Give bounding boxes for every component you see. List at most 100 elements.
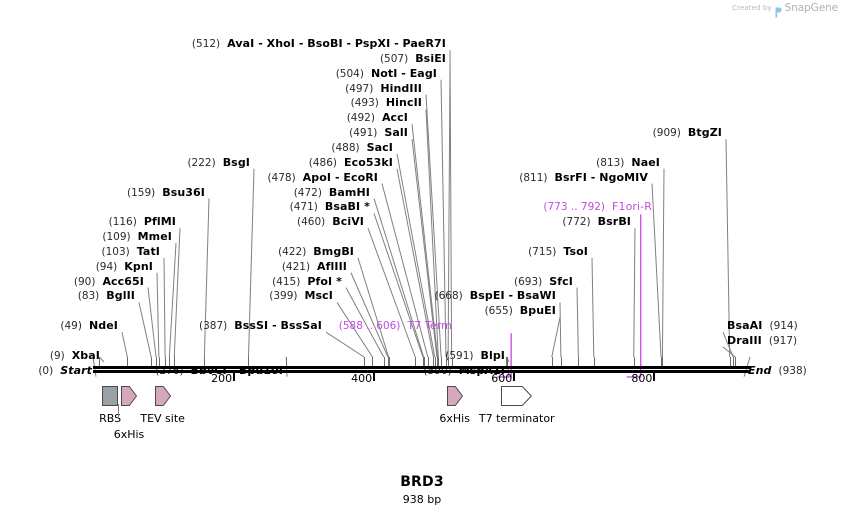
enzyme-label-start: (0) Start [0, 365, 92, 377]
site-position: (472) [293, 186, 322, 199]
scale-label: 600 [491, 372, 513, 385]
site-position: (655) [484, 305, 513, 318]
enzyme-label-mmei: (109) MmeI [0, 231, 172, 243]
site-position: (222) [187, 156, 216, 169]
site-position: (415) [272, 275, 301, 288]
enzyme-label-kpni: (94) KpnI [0, 261, 153, 273]
name-separator: - [504, 289, 517, 303]
annotation-range: (773 .. 792) [543, 201, 606, 214]
enzyme-label-btgzi: (909) BtgZI [0, 127, 722, 139]
cut-site-tick [127, 357, 128, 366]
enzyme-label-acc65i: (90) Acc65I [0, 276, 144, 288]
name-separator: - [397, 66, 410, 80]
site-position: (938) [778, 364, 807, 377]
enzyme-label-apoi: (478) ApoI - EcoRI [0, 172, 378, 184]
cut-site-tick [151, 357, 152, 366]
cut-site-tick [99, 357, 100, 366]
enzyme-label-bsaai: BsaAI (914) [727, 320, 798, 332]
enzyme-name: SalI [384, 126, 408, 140]
enzyme-name: NaeI [631, 155, 660, 169]
enzyme-name: BsiEI [415, 51, 446, 65]
enzyme-name: HindIII [380, 81, 422, 95]
snapgene-watermark: Created by SnapGene [732, 2, 838, 17]
site-position: (492) [346, 112, 375, 125]
name-separator: - [331, 170, 344, 184]
site-position: (591) [445, 349, 474, 362]
feature-t7terminator[interactable] [501, 385, 533, 407]
cut-site-tick [165, 357, 166, 366]
feature-6xhis[interactable] [446, 385, 463, 407]
enzyme-label-draiii: DraIII (917) [727, 335, 797, 347]
enzyme-label-end: End (938) [748, 365, 807, 377]
site-position: (917) [768, 335, 798, 347]
enzyme-name: BciVI [332, 215, 364, 229]
enzyme-name: SfcI [549, 274, 573, 288]
cut-site-tick [507, 357, 508, 366]
enzyme-label-tsoi: (715) TsoI [0, 246, 588, 258]
site-position: (90) [73, 275, 96, 288]
scale-label: 200 [211, 372, 233, 385]
enzyme-label-bsiei: (507) BsiEI [0, 53, 446, 65]
enzyme-name: BsgI [222, 155, 250, 169]
enzyme-name: End [748, 363, 772, 377]
feature-6xhis[interactable] [121, 385, 138, 407]
enzyme-name: KpnI [124, 259, 153, 273]
enzyme-label-ndei: (49) NdeI [0, 320, 118, 332]
annotation-name: F1ori-R [612, 200, 652, 214]
enzyme-label-pflmi: (116) PflMI [0, 216, 176, 228]
site-position: (497) [345, 82, 374, 95]
cut-site-tick [433, 357, 434, 366]
enzyme-name: PflMI [143, 215, 176, 229]
enzyme-label-sali: (491) SalI [0, 127, 408, 139]
enzyme-label-bsabi: (471) BsaBI * [0, 201, 370, 213]
enzyme-name: BlpI [480, 348, 505, 362]
cut-site-tick [159, 357, 160, 366]
feature-tevsite[interactable] [154, 385, 171, 407]
enzyme-name: HincII [385, 96, 422, 110]
cut-site-tick [364, 357, 365, 366]
snapgene-logo-icon [775, 3, 782, 17]
site-position: (491) [349, 127, 378, 140]
name-separator: - [294, 37, 308, 50]
enzyme-name: AvaI [227, 37, 255, 50]
site-position: (159) [127, 186, 156, 199]
site-position: (460) [296, 216, 326, 229]
enzyme-name: TsoI [563, 244, 588, 258]
feature-label: T7 terminator [478, 412, 555, 425]
enzyme-name: BglII [106, 289, 135, 303]
cut-site-tick [424, 357, 425, 366]
feature-annotation-f1orir: (773 .. 792) F1ori-R [0, 201, 652, 213]
enzyme-name: BamHI [328, 185, 370, 199]
site-position: (422) [278, 245, 307, 258]
feature-rbs[interactable] [102, 385, 119, 407]
enzyme-label-bmgbi: (422) BmgBI [0, 246, 354, 258]
enzyme-name: BssSaI [280, 319, 322, 333]
site-position: (486) [308, 156, 337, 169]
enzyme-label-tati: (103) TatI [0, 246, 160, 258]
site-position: (715) [528, 245, 557, 258]
sequence-length-label: 938 bp [402, 493, 442, 506]
site-position: (488) [331, 141, 360, 154]
enzyme-label-sfci: (693) SfcI [0, 276, 573, 288]
name-separator: - [268, 319, 281, 333]
cut-site-tick [561, 357, 562, 366]
site-position: (512) [191, 38, 221, 50]
site-position: (0) [38, 364, 54, 377]
cut-site-tick [204, 357, 205, 366]
enzyme-name: BsaBI * [324, 200, 370, 214]
cut-site-tick [372, 357, 373, 366]
ruler-bar-lower [93, 370, 750, 373]
scale-tick [513, 373, 516, 381]
enzyme-label-bspei: (668) BspEI - BsaWI [0, 290, 556, 302]
site-position: (478) [267, 171, 296, 184]
cut-site-tick [578, 357, 579, 366]
ruler-bar-upper [93, 366, 750, 369]
enzyme-name: BspEI [469, 289, 505, 303]
site-position: (421) [281, 260, 311, 273]
cut-site-tick [174, 357, 175, 366]
page-title: BRD3 [400, 474, 444, 490]
enzyme-label-bsgi: (222) BsgI [0, 157, 250, 169]
cut-site-tick [448, 357, 449, 366]
scale-tick [653, 373, 656, 381]
